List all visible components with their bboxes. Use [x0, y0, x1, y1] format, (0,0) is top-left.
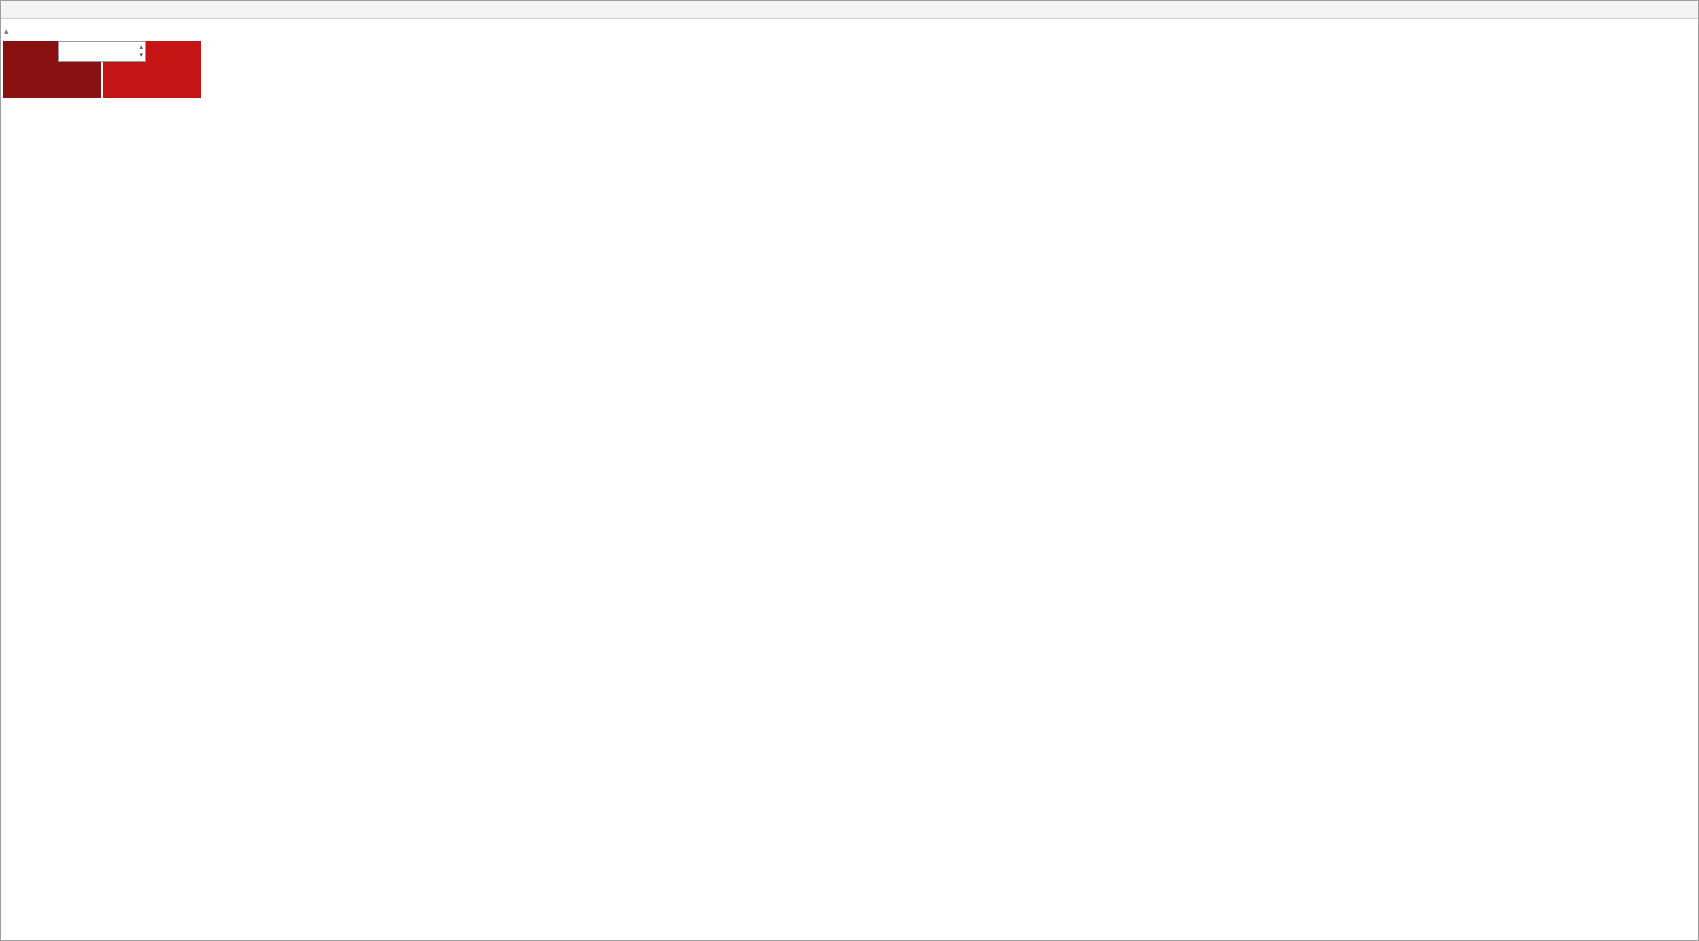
volume-input[interactable]: ▴ ▾: [58, 41, 146, 62]
chart-ohlc-header: ▴: [4, 25, 38, 37]
oneclick-collapse-icon[interactable]: ▴: [4, 26, 9, 36]
volume-up-icon[interactable]: ▴: [139, 44, 143, 51]
one-click-trading-panel: ▴ ▾: [3, 41, 201, 98]
buy-price-display[interactable]: [103, 62, 201, 98]
rsi-indicator-label: [4, 696, 14, 708]
main-toolbar: [1, 1, 1698, 19]
volume-down-icon[interactable]: ▾: [139, 52, 143, 59]
macd-indicator-label: [4, 544, 19, 556]
sell-button[interactable]: [3, 41, 58, 62]
sell-price-display[interactable]: [3, 62, 101, 98]
buy-button[interactable]: [146, 41, 201, 62]
